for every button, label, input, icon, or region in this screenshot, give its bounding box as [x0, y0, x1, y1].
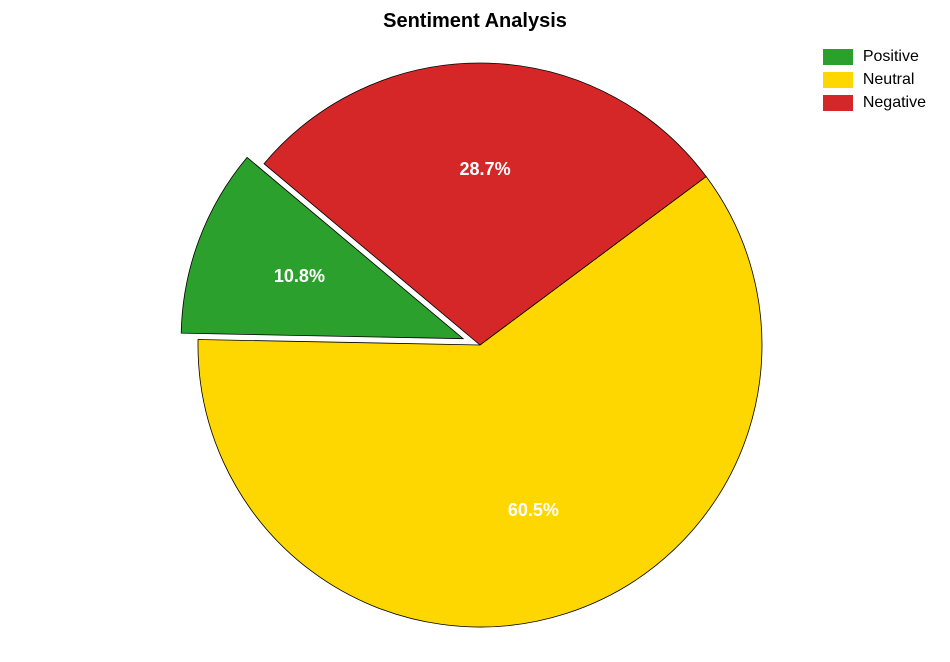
legend-label: Negative: [863, 94, 926, 112]
legend-item-neutral: Neutral: [823, 71, 926, 89]
legend-label: Positive: [863, 48, 919, 66]
legend: Positive Neutral Negative: [823, 48, 926, 117]
legend-swatch: [823, 95, 853, 111]
legend-swatch: [823, 49, 853, 65]
pie-chart: 10.8% 60.5% 28.7%: [0, 0, 950, 662]
legend-item-negative: Negative: [823, 94, 926, 112]
slice-label-neutral: 60.5%: [508, 500, 559, 520]
legend-swatch: [823, 72, 853, 88]
slice-label-negative: 28.7%: [460, 159, 511, 179]
legend-label: Neutral: [863, 71, 915, 89]
chart-container: Sentiment Analysis 10.8%60.5%28.7% Posit…: [0, 0, 950, 662]
legend-item-positive: Positive: [823, 48, 926, 66]
slice-label-positive: 10.8%: [274, 266, 325, 286]
